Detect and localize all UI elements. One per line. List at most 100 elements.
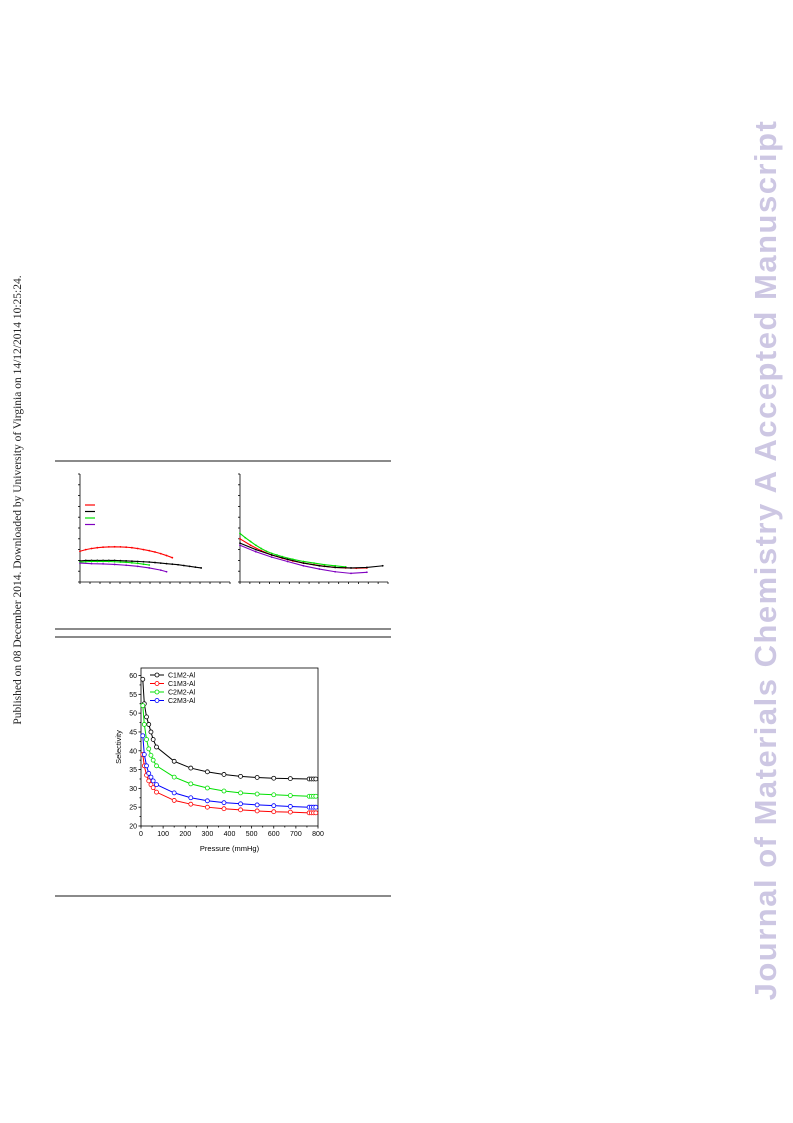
data-point [249, 544, 252, 547]
data-point [113, 560, 116, 563]
data-point-C2M2-Al [271, 792, 277, 798]
data-point-C2M3-Al [271, 803, 277, 809]
data-point-C2M2-Al [140, 703, 146, 709]
data-point-C2M2-Al [171, 774, 177, 780]
data-point [125, 561, 128, 564]
data-point-C1M2-Al [238, 773, 243, 779]
data-point-C2M3-Al [254, 802, 260, 808]
data-point-C1M3-Al [238, 807, 243, 813]
data-point-C2M2-Al [188, 781, 194, 787]
data-point-C2M2-Al [313, 793, 319, 799]
data-point [148, 567, 151, 569]
y-tick-label: 55 [129, 692, 137, 699]
data-point [165, 562, 168, 565]
y-tick-label: 45 [129, 729, 137, 736]
data-point [119, 546, 122, 548]
data-point-C1M3-Al [146, 778, 152, 784]
data-point [239, 537, 241, 540]
data-point [286, 558, 289, 561]
series-line-a-0 [79, 546, 173, 559]
data-point [281, 555, 284, 558]
data-point-C1M3-Al [287, 809, 293, 815]
data-point [239, 532, 241, 535]
data-point-C1M3-Al [221, 806, 227, 812]
data-point [96, 546, 99, 549]
data-point-C1M2-Al [144, 714, 149, 720]
data-point-C2M3-Al [150, 778, 156, 784]
data-point [79, 562, 81, 564]
data-point-C1M2-Al [254, 775, 260, 780]
data-point [171, 563, 174, 566]
data-point [125, 546, 128, 549]
data-point [254, 550, 257, 553]
data-point [270, 556, 273, 559]
data-point-C2M3-Al [171, 790, 177, 796]
data-point [90, 560, 93, 563]
legend-marker-C2M3-Al [154, 698, 160, 703]
data-point [107, 560, 110, 563]
data-point [79, 550, 81, 553]
data-point [177, 563, 179, 566]
data-point [154, 561, 156, 564]
data-point-C1M3-Al [313, 810, 319, 816]
data-point [136, 560, 139, 563]
data-point [142, 548, 145, 551]
data-point [286, 560, 289, 563]
data-point-C2M3-Al [154, 782, 159, 788]
data-point [291, 558, 294, 561]
data-point-C1M2-Al [150, 737, 156, 742]
data-point-C1M3-Al [150, 785, 156, 791]
data-point-C2M2-Al [144, 737, 149, 742]
data-point-C1M2-Al [204, 769, 210, 775]
data-point [302, 564, 305, 567]
data-point-C2M2-Al [154, 763, 159, 769]
data-point [90, 562, 93, 565]
data-point [270, 554, 273, 556]
y-axis-label: Selectivity [114, 730, 123, 764]
data-point [142, 560, 145, 563]
y-tick-label: 40 [129, 748, 137, 755]
figure-bottom-rule [55, 895, 391, 897]
data-point-C2M3-Al [141, 752, 147, 757]
x-tick-label: 500 [246, 831, 258, 838]
data-point [125, 564, 128, 567]
data-point-C2M2-Al [150, 757, 156, 763]
data-point [334, 570, 337, 573]
data-point [188, 565, 191, 568]
data-point-C2M2-Al [204, 785, 210, 791]
data-point-C1M2-Al [140, 676, 146, 682]
x-tick-label: 700 [290, 831, 302, 838]
data-point [318, 564, 321, 567]
data-point [148, 561, 151, 563]
series-line-C1M3-Al [142, 754, 316, 814]
data-point-C1M3-Al [171, 798, 177, 803]
data-point [119, 561, 122, 563]
data-point [265, 550, 268, 553]
data-point [244, 536, 247, 539]
data-point [136, 562, 139, 565]
legend-marker-C1M3-Al [154, 681, 160, 686]
data-point [159, 569, 162, 572]
legend-marker-C2M2-Al [154, 689, 160, 695]
legend-label-C2M3-Al: C2M3-Al [168, 698, 196, 705]
data-point-C2M3-Al [144, 763, 149, 769]
x-tick-label: 600 [268, 831, 280, 838]
data-point-C1M2-Al [146, 722, 152, 727]
data-point-C1M2-Al [188, 765, 194, 771]
data-point [254, 548, 257, 551]
data-point [350, 572, 352, 575]
data-point-C1M3-Al [204, 804, 210, 810]
data-point [102, 563, 104, 565]
data-point [350, 567, 352, 569]
data-point [239, 542, 241, 545]
data-point-C2M2-Al [221, 788, 227, 794]
x-tick-label: 0 [139, 831, 143, 838]
x-tick-label: 200 [179, 831, 191, 838]
data-point [334, 566, 337, 569]
data-point-C1M3-Al [254, 808, 260, 814]
data-point [302, 562, 305, 564]
x-axis-label: Pressure (mmHg) [200, 844, 260, 853]
data-point [136, 547, 139, 550]
legend-label-C1M2-Al: C1M2-Al [168, 673, 196, 680]
data-point [323, 563, 326, 566]
